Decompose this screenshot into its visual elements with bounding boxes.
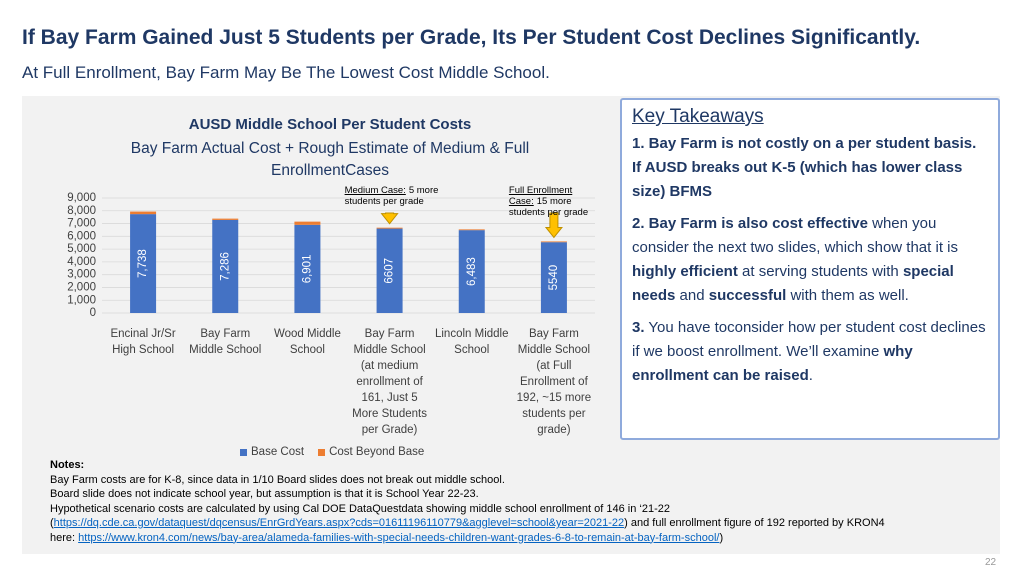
note-text: here:	[50, 531, 79, 544]
takeaways-heading: Key Takeaways	[632, 106, 764, 127]
arrow	[380, 212, 399, 225]
y-tick-label: 5,000	[67, 243, 96, 255]
note-text: )	[719, 531, 724, 544]
y-tick-label: 9,000	[67, 192, 96, 204]
y-tick-label: 7,000	[67, 218, 96, 230]
annotation-text: 15 more students per grade	[508, 196, 589, 218]
y-tick-label: 0	[90, 307, 96, 319]
bar-segment	[376, 228, 403, 313]
takeaway-run: You have toconsider how per student cost…	[632, 319, 986, 360]
bar-segment	[212, 219, 239, 313]
note-text: ) and full enrollment figure of 192 repo…	[624, 517, 885, 529]
note-line: Board slide does not indicate school yea…	[50, 487, 990, 502]
takeaway-run: 2. Bay Farm is also cost effective	[632, 215, 868, 232]
legend: Base Cost Cost Beyond Base	[240, 446, 424, 458]
notes: Notes: Bay Farm costs are for K-8, since…	[50, 458, 990, 545]
note-link[interactable]: https://www.kron4.com/news/bay-area/alam…	[78, 531, 720, 544]
slide-subtitle: At Full Enrollment, Bay Farm May Be The …	[22, 63, 550, 82]
notes-heading: Notes:	[50, 459, 85, 471]
legend-label: Cost Beyond Base	[329, 446, 425, 458]
data-label: 6,901	[301, 255, 313, 284]
takeaway-run: special needs	[632, 263, 954, 304]
x-tick-label: Encinal Jr/Sr High School	[110, 328, 176, 356]
x-tick-label: Bay Farm Middle School (at Full Enrollme…	[516, 328, 592, 436]
y-tick-label: 1,000	[67, 294, 96, 306]
takeaway-run: when you consider the next two slides, w…	[632, 215, 958, 256]
data-label: 7,286	[219, 252, 231, 281]
takeaway-run: successful	[708, 287, 787, 304]
annotation: Medium Case: 5 more students per grade	[345, 185, 445, 207]
chart-title: AUSD Middle School Per Student Costs	[188, 116, 472, 133]
note-link[interactable]: https://dq.cde.ca.gov/dataquest/dqcensus…	[53, 517, 625, 529]
key-takeaways: Key Takeaways 1. Bay Farm is not costly …	[620, 98, 1000, 440]
annotation-text: 5 more students per grade	[344, 185, 439, 207]
bar-segment	[130, 214, 157, 313]
slide-title: If Bay Farm Gained Just 5 Students per G…	[22, 26, 921, 49]
data-label: 6607	[384, 258, 396, 284]
takeaway-run: and	[675, 287, 709, 304]
note-text: Hypothetical scenario costs are calculat…	[50, 502, 671, 515]
bar-segment	[458, 229, 485, 231]
takeaway-run: 1. Bay Farm is not costly on a per stude…	[632, 135, 977, 200]
y-tick-label: 6,000	[67, 230, 96, 242]
takeaway: 3. You have toconsider how per student c…	[632, 316, 988, 388]
note-line: (https://dq.cde.ca.gov/dataquest/dqcensu…	[50, 516, 990, 531]
y-tick-label: 8,000	[67, 205, 96, 217]
y-tick-label: 2,000	[67, 281, 96, 293]
note-line: Hypothetical scenario costs are calculat…	[50, 502, 990, 517]
x-tick-label: Lincoln Middle School	[434, 328, 509, 356]
bar-segment	[130, 211, 157, 215]
note-text: (	[50, 517, 54, 529]
note-line: here: https://www.kron4.com/news/bay-are…	[50, 531, 990, 546]
takeaway-run: .	[808, 367, 813, 384]
legend-item: Base Cost	[240, 446, 304, 458]
takeaway-run: 3.	[632, 319, 645, 336]
note-line: Bay Farm costs are for K-8, since data i…	[50, 473, 990, 488]
annotation: Full Enrollment Case: 15 more students pe…	[509, 185, 609, 218]
legend-swatch	[240, 448, 247, 456]
takeaway-run: at serving students with	[737, 263, 903, 280]
chart: 01,0002,0003,0004,0005,0006,0007,0008,00…	[67, 192, 595, 319]
bar-segment	[458, 230, 485, 313]
note-text: Bay Farm costs are for K-8, since data i…	[50, 473, 505, 486]
bar-segment	[376, 227, 403, 229]
legend-swatch	[318, 448, 326, 456]
x-tick-label: Wood Middle School	[273, 328, 341, 356]
note-text: Board slide does not indicate school yea…	[50, 488, 479, 500]
bar-segment	[212, 218, 239, 220]
bar-segment	[540, 242, 567, 313]
x-tick-label: Bay Farm Middle School	[189, 328, 262, 356]
annotation-lead: Medium Case:	[344, 185, 406, 196]
y-tick-label: 4,000	[67, 256, 96, 268]
annotation-lead: Full Enrollment Case:	[508, 185, 573, 207]
takeaway-run: highly efficient	[632, 263, 738, 280]
x-tick-label: Bay Farm Middle School (at medium enroll…	[352, 328, 427, 436]
takeaway-run: with them as well.	[786, 287, 909, 304]
y-tick-label: 3,000	[67, 269, 96, 281]
data-label: 6,483	[466, 257, 478, 286]
bar-segment	[540, 241, 567, 243]
page-number: 22	[985, 557, 997, 568]
bar-segment	[294, 224, 321, 313]
data-label: 7,738	[137, 249, 149, 278]
takeaway: 1. Bay Farm is not costly on a per stude…	[632, 132, 988, 204]
takeaway: 2. Bay Farm is also cost effective when …	[632, 212, 988, 308]
data-label: 5540	[548, 265, 560, 291]
chart-subtitle: Bay Farm Actual Cost + Rough Estimate of…	[130, 140, 530, 179]
takeaway-run: why enrollment can be raised	[632, 343, 913, 384]
legend-label: Base Cost	[251, 446, 305, 458]
bar-segment	[294, 221, 321, 225]
legend-item: Cost Beyond Base	[318, 446, 424, 458]
arrow	[544, 212, 563, 239]
